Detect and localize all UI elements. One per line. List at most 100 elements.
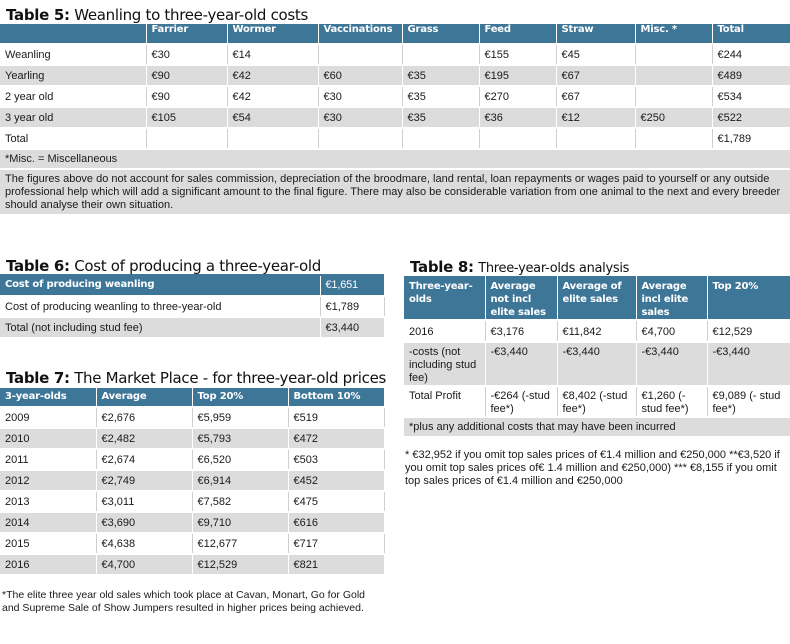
table5-cell: €35 xyxy=(402,107,480,129)
table5-cell: €54 xyxy=(227,107,319,129)
table6-title-text: Cost of producing a three-year-old xyxy=(74,257,321,275)
table5-paragraph: The figures above do not account for sal… xyxy=(0,169,790,216)
table-row: Total (not including stud fee) €3,440 xyxy=(0,317,385,339)
table5-cell: €14 xyxy=(227,44,319,66)
table7-cell: €2,482 xyxy=(96,428,193,450)
table7-cell: 2012 xyxy=(0,470,97,492)
table5-cell: €42 xyxy=(227,65,319,87)
table5-cell: €90 xyxy=(146,86,228,108)
table5-cell: €45 xyxy=(556,44,636,66)
table7-cell: €6,914 xyxy=(192,470,289,492)
table5-cell: €90 xyxy=(146,65,228,87)
table-row: 2013 €3,011 €7,582 €475 xyxy=(0,491,385,513)
table5-header: Feed xyxy=(479,24,557,45)
table-row: 2016 €4,700 €12,529 €821 xyxy=(0,554,385,576)
table8-cell: €3,176 xyxy=(485,320,558,343)
table5-cell xyxy=(227,128,319,150)
table5-cell xyxy=(146,128,228,150)
table5-cell: €534 xyxy=(712,86,790,108)
table-row: 2 year old €90 €42 €30 €35 €270 €67 €534 xyxy=(0,86,790,108)
table6-cell: €3,440 xyxy=(320,317,385,339)
table6: Cost of producing weanling €1,651 Cost o… xyxy=(0,276,385,339)
table5-header: Farrier xyxy=(146,24,228,45)
table5-cell: €60 xyxy=(318,65,403,87)
table-row: 2009 €2,676 €5,959 €519 xyxy=(0,407,385,429)
table8-header-row: Three-year-olds Average not incl elite s… xyxy=(404,276,790,321)
table7-cell: €3,690 xyxy=(96,512,193,534)
table6-header-row: Cost of producing weanling €1,651 xyxy=(0,276,385,297)
table7-cell: €2,674 xyxy=(96,449,193,471)
table5-cell xyxy=(556,128,636,150)
table7-title: Table 7: The Market Place - for three-ye… xyxy=(6,369,386,388)
table7-cell: €5,793 xyxy=(192,428,289,450)
table7-cell: €3,011 xyxy=(96,491,193,513)
table6-header-value: €1,651 xyxy=(320,276,385,297)
table7-header: Top 20% xyxy=(192,388,289,408)
table7-title-number: Table 7: xyxy=(6,369,70,387)
table5-cell xyxy=(318,128,403,150)
table8-cell: Total Profit xyxy=(404,386,486,418)
table5-cell: €35 xyxy=(402,65,480,87)
table7-cell: 2015 xyxy=(0,533,97,555)
table8-cell: -€3,440 xyxy=(636,342,708,387)
table5-title-text: Weanling to three-year-old costs xyxy=(74,6,309,24)
table5-cell: Weanling xyxy=(0,44,147,66)
table8-header: Three-year-olds xyxy=(404,276,486,321)
table8-cell: €9,089 (- stud fee*) xyxy=(707,386,790,418)
table7-cell: €7,582 xyxy=(192,491,289,513)
table5-paragraph-row: The figures above do not account for sal… xyxy=(0,169,790,216)
table-row: -costs (not including stud fee) -€3,440 … xyxy=(404,342,790,387)
table7-footnote: *The elite three year old sales which to… xyxy=(2,589,366,614)
table7-header: Bottom 10% xyxy=(288,388,385,408)
table7-cell: €475 xyxy=(288,491,385,513)
table-row: 2016 €3,176 €11,842 €4,700 €12,529 xyxy=(404,320,790,343)
table8-header: Average of elite sales xyxy=(557,276,637,321)
table5-cell xyxy=(635,65,713,87)
table-row: Yearling €90 €42 €60 €35 €195 €67 €489 xyxy=(0,65,790,87)
table6-cell: Cost of producing weanling to three-year… xyxy=(0,296,321,318)
table8-header: Average incl elite sales xyxy=(636,276,708,321)
table7-cell: 2013 xyxy=(0,491,97,513)
table-row: 2011 €2,674 €6,520 €503 xyxy=(0,449,385,471)
table7-cell: €9,710 xyxy=(192,512,289,534)
table5-header: Total xyxy=(712,24,790,45)
table5-cell: €195 xyxy=(479,65,557,87)
table8-cell: -€3,440 xyxy=(557,342,637,387)
table5-cell: €30 xyxy=(146,44,228,66)
table8-cell: -€264 (-stud fee*) xyxy=(485,386,558,418)
table6-cell: Total (not including stud fee) xyxy=(0,317,321,339)
table5-cell: €489 xyxy=(712,65,790,87)
table8: Three-year-olds Average not incl elite s… xyxy=(404,276,790,438)
table5-cell: €42 xyxy=(227,86,319,108)
table7-cell: €821 xyxy=(288,554,385,576)
table7-cell: €452 xyxy=(288,470,385,492)
table8-cell: -costs (not including stud fee) xyxy=(404,342,486,387)
table8-cell: €4,700 xyxy=(636,320,708,343)
table8-cell: -€3,440 xyxy=(485,342,558,387)
table5-cell: €30 xyxy=(318,107,403,129)
table5-cell: €67 xyxy=(556,86,636,108)
table7-cell: 2010 xyxy=(0,428,97,450)
table-row: 2015 €4,638 €12,677 €717 xyxy=(0,533,385,555)
table6-title-number: Table 6: xyxy=(6,257,70,275)
table5-cell: €67 xyxy=(556,65,636,87)
table7-header: Average xyxy=(96,388,193,408)
table5-cell: €270 xyxy=(479,86,557,108)
table8-notes: * €32,952 if you omit top sales prices o… xyxy=(405,449,780,487)
table-row: Total Profit -€264 (-stud fee*) €8,402 (… xyxy=(404,386,790,418)
table5-cell xyxy=(479,128,557,150)
table-row: 2012 €2,749 €6,914 €452 xyxy=(0,470,385,492)
table5-cell: €12 xyxy=(556,107,636,129)
table7-header: 3-year-olds xyxy=(0,388,97,408)
table8-title-text: Three-year-olds analysis xyxy=(478,261,630,276)
table6-top-rule xyxy=(0,274,384,277)
table5-cell xyxy=(635,128,713,150)
table5-cell: €1,789 xyxy=(712,128,790,150)
table8-cell: -€3,440 xyxy=(707,342,790,387)
table7-cell: €519 xyxy=(288,407,385,429)
table7-title-text: The Market Place - for three-year-old pr… xyxy=(74,369,387,387)
table5-cell: €155 xyxy=(479,44,557,66)
table7-cell: €4,700 xyxy=(96,554,193,576)
table8-cell: €1,260 (-stud fee*) xyxy=(636,386,708,418)
table7-cell: €4,638 xyxy=(96,533,193,555)
